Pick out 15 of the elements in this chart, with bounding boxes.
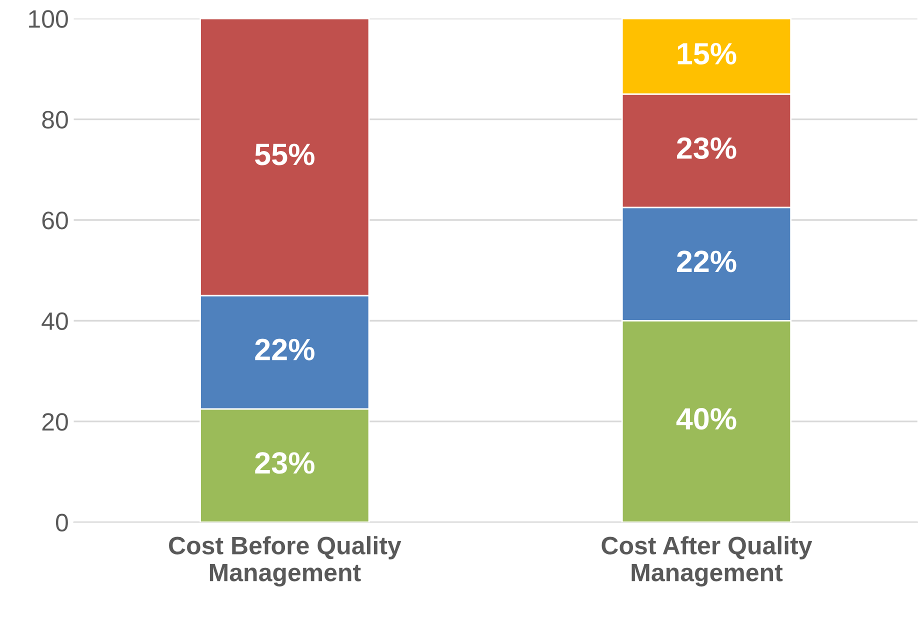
- data-label: 40%: [676, 408, 736, 430]
- x-tick-label: Cost Before Quality Management: [169, 536, 402, 586]
- y-tick-label: 80: [42, 110, 68, 129]
- y-tick-label: 60: [42, 212, 68, 230]
- data-label: 15%: [678, 42, 736, 65]
- data-label: 22%: [676, 250, 736, 272]
- y-tick-label: 100: [29, 10, 68, 28]
- data-label: 23%: [676, 137, 736, 159]
- y-tick-label: 20: [42, 413, 68, 431]
- x-tick-label: Cost After Quality Management: [602, 536, 812, 586]
- data-label: 22%: [255, 338, 314, 360]
- y-tick-label: 40: [42, 312, 68, 330]
- data-label: 23%: [255, 452, 314, 474]
- data-label: 55%: [255, 144, 314, 166]
- y-tick-label: 0: [56, 514, 68, 532]
